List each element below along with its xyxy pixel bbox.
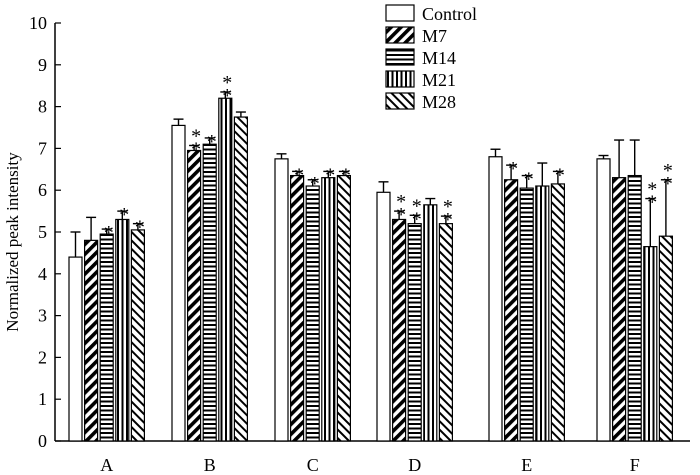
significance-star: * (647, 179, 657, 201)
bar-m7-c (290, 174, 305, 442)
bar-m7-e (504, 179, 519, 442)
x-tick-label: B (204, 455, 216, 475)
significance-markers: ***** **** * * *** ***** * ***** (104, 72, 673, 244)
legend-label-m21: M21 (422, 70, 456, 90)
y-tick-label: 7 (38, 138, 47, 158)
y-tick-label: 1 (38, 389, 47, 409)
significance-star: * (222, 85, 232, 107)
legend-swatch-m28 (385, 92, 415, 110)
bar-m28-c (336, 174, 351, 442)
bar-control-b (171, 124, 186, 442)
x-tick-labels: A B C D E F (100, 455, 640, 475)
y-tick-labels: 0 1 2 3 4 5 6 7 8 9 10 (29, 13, 47, 451)
bar-m21-f (643, 246, 658, 442)
error-bars (70, 91, 671, 258)
bar-m14-f (627, 174, 642, 442)
bar-control-d (376, 191, 391, 442)
significance-star: * (663, 160, 673, 182)
y-tick-label: 10 (29, 13, 47, 33)
legend-label-m7: M7 (422, 26, 447, 46)
y-tick-label: 8 (38, 97, 47, 117)
bar-m7-f (611, 177, 627, 442)
significance-star: * (341, 164, 351, 186)
bar-m7-d (392, 218, 407, 442)
significance-star: * (524, 169, 534, 191)
y-tick-label: 2 (38, 347, 47, 367)
bar-m21-a (115, 218, 130, 442)
legend-swatch-m14 (385, 48, 415, 66)
bars (68, 97, 674, 442)
significance-star: * (119, 204, 129, 226)
x-tick-label: A (100, 455, 113, 475)
legend-swatch-control (385, 4, 415, 22)
y-tick-label: 9 (38, 55, 47, 75)
bar-control-c (274, 158, 289, 442)
significance-star: * (443, 196, 453, 218)
significance-star: * (191, 138, 201, 160)
legend-label-m14: M14 (422, 48, 456, 68)
bar-control-a (68, 256, 83, 442)
significance-star: * (191, 125, 201, 147)
significance-star: * (412, 208, 422, 230)
bar-m14-d (407, 223, 422, 442)
significance-star: * (647, 192, 657, 214)
legend-label-m28: M28 (422, 92, 456, 112)
x-tick-label: E (521, 455, 532, 475)
x-tick-label: C (307, 455, 319, 475)
bar-m14-c (305, 185, 320, 442)
y-tick-label: 5 (38, 222, 47, 242)
bar-m21-c (321, 177, 336, 442)
bar-m28-e (550, 183, 566, 442)
bar-m14-b (202, 143, 217, 442)
y-tick-label: 4 (38, 264, 47, 284)
legend-swatch-m7 (385, 26, 415, 44)
axes (54, 22, 690, 442)
y-axis-label: Normalized peak intensity (3, 152, 22, 332)
bar-m7-a (83, 239, 99, 442)
bar-m28-b (233, 116, 248, 442)
significance-star: * (207, 131, 217, 153)
bar-control-f (596, 158, 611, 442)
bar-m28-f (658, 235, 674, 442)
significance-star: * (325, 164, 335, 186)
significance-star: * (412, 195, 422, 217)
y-tick-label: 6 (38, 180, 47, 200)
y-tick-label: 3 (38, 306, 47, 326)
significance-star: * (294, 164, 304, 186)
bar-m21-d (423, 204, 438, 442)
x-tick-label: F (630, 455, 640, 475)
legend-swatch-m21 (385, 70, 415, 88)
bar-m28-d (438, 223, 453, 442)
significance-star: * (310, 173, 320, 195)
bar-m14-a (99, 233, 114, 442)
significance-star: * (555, 164, 565, 186)
significance-star: * (396, 191, 406, 213)
significance-star: * (396, 204, 406, 226)
legend-label-control: Control (422, 4, 477, 24)
y-tick-label: 0 (38, 431, 47, 451)
bar-m14-e (519, 187, 534, 442)
significance-star: * (222, 72, 232, 94)
significance-star: * (443, 209, 453, 231)
bar-m7-b (187, 149, 202, 442)
significance-star: * (663, 173, 673, 195)
bar-m21-e (535, 185, 550, 442)
x-tick-label: D (408, 455, 421, 475)
significance-star: * (135, 217, 145, 239)
significance-star: * (508, 158, 518, 180)
bar-m28-a (130, 229, 145, 442)
bar-m21-b (218, 97, 233, 442)
significance-star: * (104, 222, 114, 244)
bar-control-e (488, 156, 503, 442)
